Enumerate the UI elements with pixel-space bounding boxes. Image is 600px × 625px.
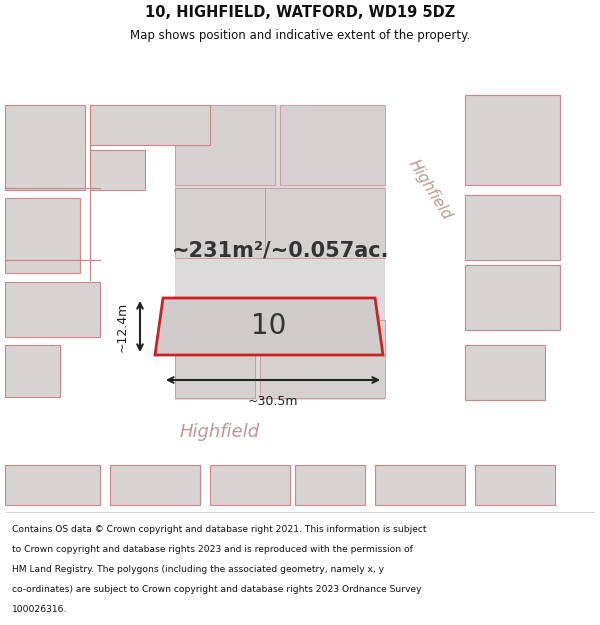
Bar [0,405,600,460]
Text: Map shows position and indicative extent of the property.: Map shows position and indicative extent… [130,29,470,42]
Bar [5,345,60,397]
Text: 10, HIGHFIELD, WATFORD, WD19 5DZ: 10, HIGHFIELD, WATFORD, WD19 5DZ [145,5,455,20]
Bar [175,320,255,398]
Bar [260,320,385,398]
Bar [465,195,560,260]
Bar [5,282,100,337]
Bar [210,465,290,505]
Bar [295,465,365,505]
Text: Highfield: Highfield [406,158,454,222]
Bar [110,465,200,505]
Polygon shape [175,105,385,400]
Text: Highfield: Highfield [180,423,260,441]
Polygon shape [155,298,383,355]
Bar [90,105,210,145]
Bar [90,150,145,190]
Bar [475,465,555,505]
Text: ~231m²/~0.057ac.: ~231m²/~0.057ac. [171,240,389,260]
Text: 100026316.: 100026316. [12,606,67,614]
Text: co-ordinates) are subject to Crown copyright and database rights 2023 Ordnance S: co-ordinates) are subject to Crown copyr… [12,586,421,594]
Bar [375,465,465,505]
Text: ~12.4m: ~12.4m [115,301,128,352]
Bar [5,105,85,190]
Text: to Crown copyright and database rights 2023 and is reproduced with the permissio: to Crown copyright and database rights 2… [12,545,413,554]
Bar [5,465,100,505]
Text: Contains OS data © Crown copyright and database right 2021. This information is : Contains OS data © Crown copyright and d… [12,525,427,534]
Text: ~30.5m: ~30.5m [248,395,298,408]
Bar [465,265,560,330]
Bar [265,188,385,258]
Text: HM Land Registry. The polygons (including the associated geometry, namely x, y: HM Land Registry. The polygons (includin… [12,565,384,574]
Bar [5,198,80,273]
Polygon shape [390,50,600,345]
Polygon shape [535,345,600,405]
Bar [465,345,545,400]
Bar [280,105,385,185]
Bar [175,105,275,185]
Bar [465,95,560,185]
Bar [175,188,265,258]
Text: 10: 10 [251,312,287,341]
